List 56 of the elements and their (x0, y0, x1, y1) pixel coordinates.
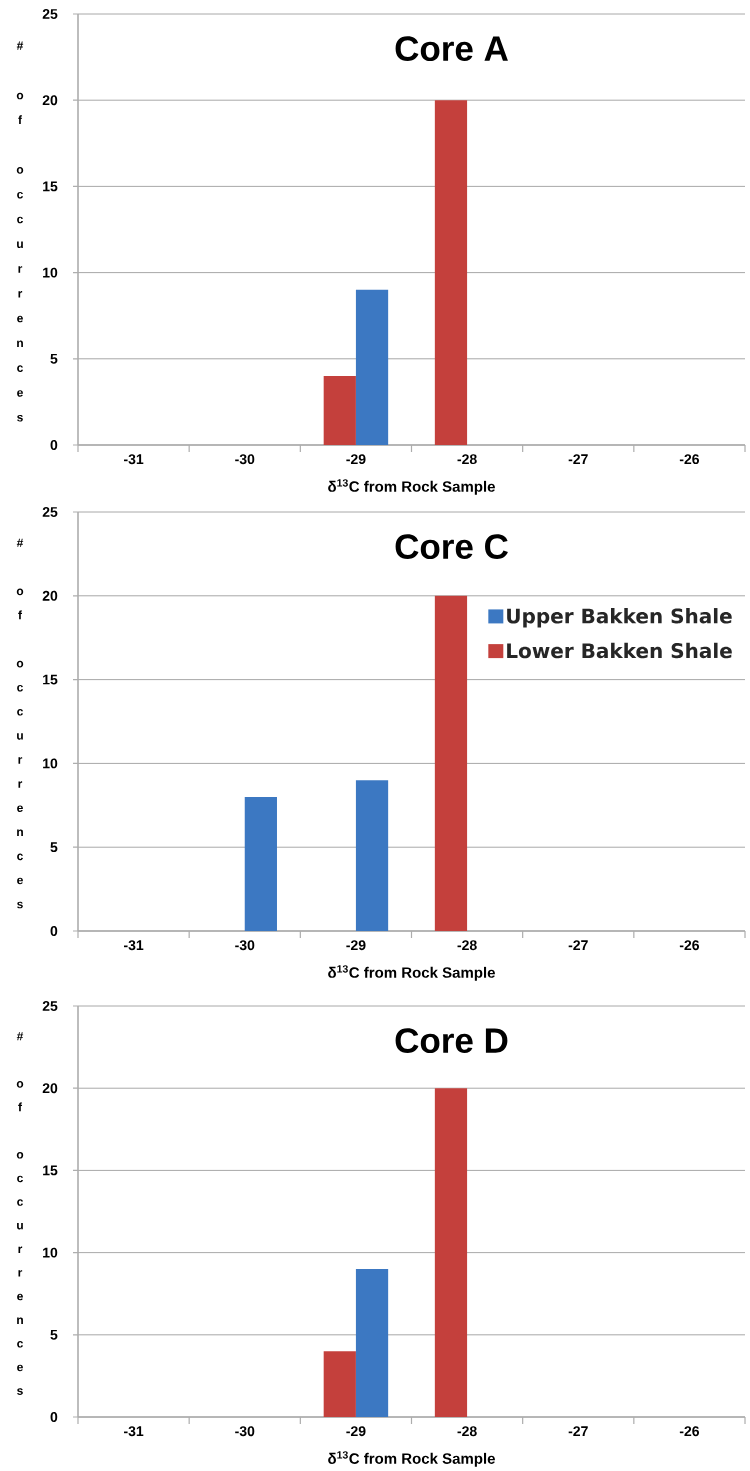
x-tick-label: -27 (568, 940, 588, 950)
text: # of occurrences (16, 538, 24, 909)
bar (434, 1088, 468, 1418)
y-tick-label: 25 (42, 507, 58, 517)
x-tick-label: -31 (124, 454, 144, 465)
bar (434, 595, 468, 932)
x-tick-label: -31 (124, 940, 144, 951)
text: # of occurrences (16, 41, 24, 422)
x-axis-title: δ$^{13}$C from Rock Sample (328, 479, 495, 495)
x-tick-label: -26 (679, 1426, 700, 1437)
chart-title: Core C (395, 534, 508, 559)
y-tick-label: 0 (50, 926, 58, 936)
x-tick-label: -28 (457, 1426, 477, 1437)
x-tick-label: -29 (346, 454, 366, 465)
y-tick-label: 25 (42, 1001, 58, 1011)
x-tick-label: -28 (457, 454, 477, 465)
y-tick-label: 20 (42, 95, 58, 106)
x-tick-label: -27 (568, 1426, 588, 1436)
y-tick-label: 0 (50, 1412, 58, 1422)
y-tick-label: 10 (43, 267, 58, 278)
y-tick-label: 15 (43, 674, 58, 685)
chart-title: Core A (395, 36, 508, 61)
bar (323, 1351, 356, 1418)
x-tick-label: -26 (679, 454, 700, 465)
x-tick-label: -29 (346, 1426, 366, 1437)
y-tick-label: 10 (43, 758, 58, 769)
y-tick-label: 5 (50, 353, 58, 364)
x-tick-label: -31 (124, 1426, 144, 1437)
x-tick-label: -30 (235, 1426, 255, 1437)
bar (355, 1269, 389, 1418)
x-tick-label: -30 (235, 454, 255, 465)
x-tick-label: -28 (457, 940, 477, 951)
y-tick-label: 20 (42, 1083, 58, 1094)
text: # of occurrences (16, 1032, 24, 1395)
x-axis-title: δ$^{13}$C from Rock Sample (328, 1451, 495, 1467)
y-tick-label: 20 (42, 590, 58, 601)
y-tick-label: 15 (43, 1165, 58, 1176)
y-tick-label: 0 (50, 440, 58, 450)
x-tick-label: -26 (679, 940, 700, 951)
bar (323, 376, 356, 446)
x-axis-title: δ$^{13}$C from Rock Sample (328, 965, 495, 981)
bar (244, 796, 277, 932)
legend-label: Upper Bakken Shale (507, 608, 732, 628)
y-tick-label: 10 (43, 1247, 58, 1258)
chart-title: Core D (395, 1028, 508, 1053)
x-tick-label: -29 (346, 940, 366, 951)
y-tick-label: 5 (50, 842, 58, 853)
x-tick-label: -30 (235, 940, 255, 951)
y-tick-label: 5 (50, 1329, 58, 1340)
legend-label: Lower Bakken Shale (507, 642, 732, 659)
bar (355, 289, 389, 446)
bar (434, 100, 468, 446)
x-tick-label: -27 (568, 454, 588, 464)
y-tick-label: 15 (43, 181, 58, 192)
bar (355, 780, 389, 932)
y-tick-label: 25 (42, 9, 58, 19)
